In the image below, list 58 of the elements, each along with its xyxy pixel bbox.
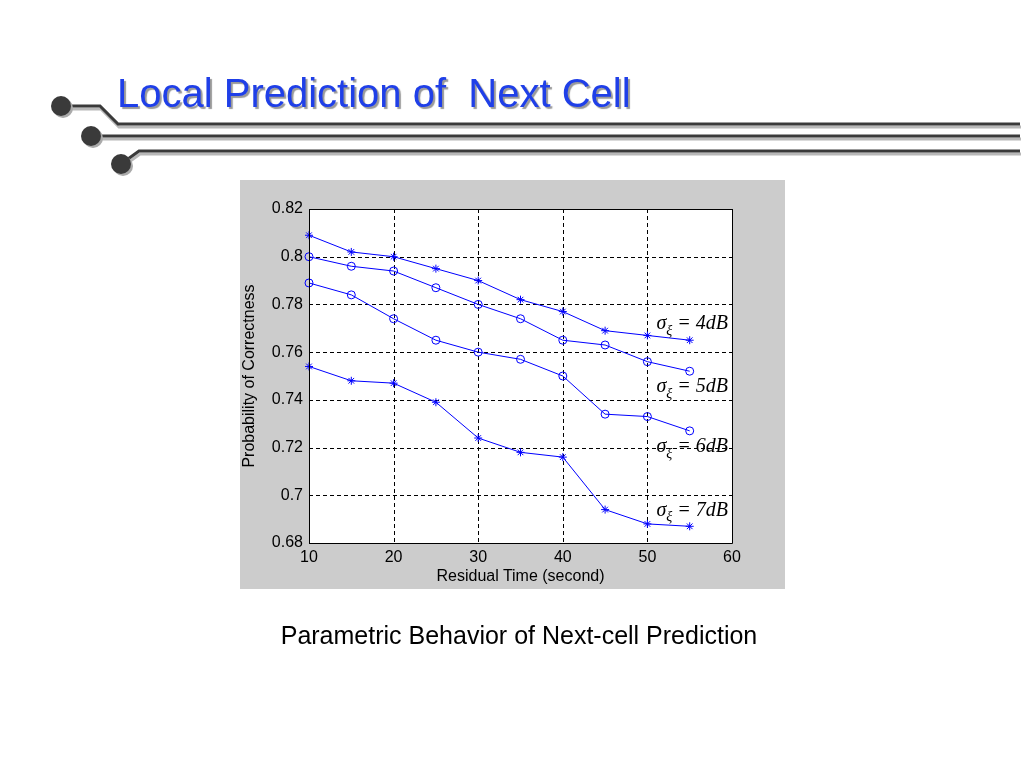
point bbox=[473, 347, 483, 357]
point bbox=[431, 283, 441, 293]
point bbox=[516, 295, 525, 305]
point bbox=[558, 335, 568, 345]
point bbox=[642, 519, 652, 529]
y-tick-label: 0.68 bbox=[271, 533, 304, 551]
x-tick-label: 40 bbox=[553, 548, 572, 566]
point bbox=[304, 278, 314, 288]
point bbox=[431, 335, 441, 345]
point bbox=[346, 376, 356, 386]
x-tick-label: 50 bbox=[638, 548, 657, 566]
point bbox=[473, 433, 483, 443]
point bbox=[642, 357, 652, 367]
point bbox=[346, 261, 356, 271]
point bbox=[304, 230, 314, 240]
point bbox=[389, 252, 399, 262]
point bbox=[600, 340, 610, 350]
point bbox=[642, 330, 652, 340]
point bbox=[473, 299, 483, 309]
point bbox=[346, 290, 356, 300]
point bbox=[600, 505, 610, 515]
point bbox=[389, 378, 399, 388]
point bbox=[642, 412, 652, 422]
x-axis-title: Residual Time (second) bbox=[436, 566, 605, 584]
y-tick-label: 0.72 bbox=[271, 437, 304, 455]
point bbox=[431, 397, 441, 407]
point bbox=[304, 252, 314, 262]
x-tick-label: 30 bbox=[469, 548, 488, 566]
point bbox=[558, 371, 568, 381]
point bbox=[389, 266, 399, 276]
point bbox=[516, 354, 525, 364]
y-axis-title: Probability of Correctness bbox=[240, 284, 258, 468]
point bbox=[516, 447, 525, 457]
point bbox=[600, 409, 610, 419]
y-tick-label: 0.76 bbox=[271, 342, 304, 360]
point bbox=[304, 361, 314, 371]
point bbox=[431, 264, 441, 274]
point bbox=[685, 521, 695, 531]
point bbox=[516, 314, 525, 324]
y-tick-label: 0.7 bbox=[280, 485, 304, 503]
point bbox=[558, 307, 568, 317]
point bbox=[473, 276, 483, 286]
x-tick-label: 20 bbox=[384, 548, 403, 566]
chart-title: Local Prediction of Next Cell bbox=[117, 70, 631, 116]
y-tick-label: 0.8 bbox=[280, 247, 304, 265]
point bbox=[389, 314, 399, 324]
y-tick-label: 0.78 bbox=[271, 294, 304, 312]
x-tick-label: 60 bbox=[723, 548, 741, 566]
point bbox=[685, 335, 695, 345]
point bbox=[600, 326, 610, 336]
y-tick-label: 0.74 bbox=[271, 390, 304, 408]
point bbox=[685, 366, 695, 376]
point bbox=[558, 452, 568, 462]
x-tick-label: 10 bbox=[300, 548, 318, 566]
point bbox=[685, 426, 695, 436]
y-tick-label: 0.82 bbox=[271, 199, 304, 217]
point bbox=[346, 247, 356, 257]
text: Parametric Behavior of Next-cell Prediction bbox=[279, 620, 759, 650]
